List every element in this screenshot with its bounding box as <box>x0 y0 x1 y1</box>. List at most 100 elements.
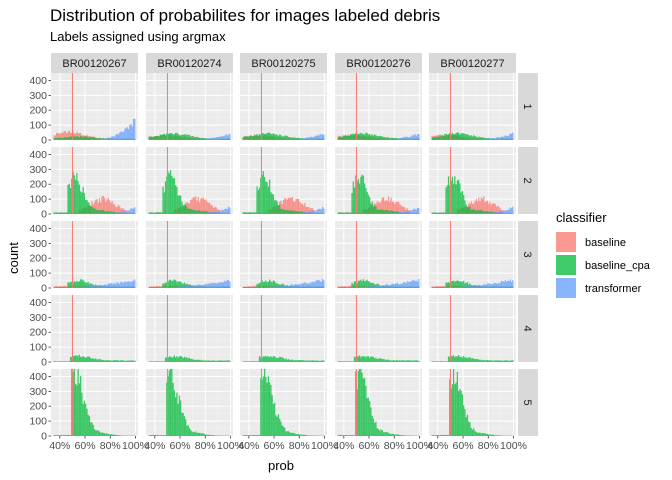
histogram-bar <box>97 430 99 436</box>
histogram-bar <box>360 139 362 140</box>
histogram-bar <box>56 287 58 288</box>
histogram-bar <box>157 434 159 436</box>
histogram-bar <box>59 361 62 362</box>
histogram-bar <box>372 361 375 362</box>
histogram-bar <box>201 360 203 362</box>
histogram-bar <box>284 198 286 214</box>
histogram-bar <box>485 360 487 362</box>
histogram-bar <box>360 279 362 288</box>
histogram-bar <box>379 203 381 214</box>
histogram-bar <box>473 135 475 140</box>
histogram-bar <box>299 283 301 288</box>
histogram-bar <box>468 135 470 140</box>
histogram-bar <box>260 357 262 362</box>
histogram-bar <box>227 206 230 214</box>
histogram-bar <box>91 212 93 214</box>
histogram-bar <box>120 281 122 288</box>
histogram-bar <box>196 361 198 362</box>
histogram-bar <box>78 137 80 140</box>
histogram-bar <box>157 136 159 140</box>
histogram-bar <box>176 212 178 214</box>
histogram-bar <box>372 286 375 288</box>
histogram-bar <box>88 213 91 214</box>
histogram-bar <box>106 361 108 362</box>
histogram-bar <box>505 210 508 214</box>
y-tick-label: 200 <box>29 179 47 191</box>
histogram-bar <box>127 281 130 288</box>
histogram-bar <box>471 209 474 214</box>
histogram-bar <box>190 136 192 140</box>
histogram-bar <box>296 434 298 436</box>
histogram-bar <box>386 139 388 140</box>
panel-background <box>51 369 138 436</box>
histogram-bar <box>255 135 257 140</box>
histogram-bar <box>168 287 170 288</box>
histogram-bar <box>488 360 490 362</box>
histogram-bar <box>121 360 123 362</box>
histogram-bar <box>357 179 359 214</box>
histogram-bar <box>81 212 83 214</box>
histogram-bar <box>82 403 84 436</box>
histogram-bar <box>85 139 87 140</box>
histogram-bar <box>304 360 306 362</box>
histogram-bar <box>266 287 268 288</box>
histogram-bar <box>290 359 292 362</box>
histogram-bar <box>119 283 121 288</box>
histogram-bar <box>309 361 311 362</box>
histogram-bar <box>212 212 215 214</box>
histogram-bar <box>460 213 462 214</box>
histogram-bar <box>490 283 493 288</box>
histogram-bar <box>197 197 199 214</box>
histogram-bar <box>215 206 217 214</box>
histogram-bar <box>225 360 227 362</box>
histogram-bar <box>198 139 201 140</box>
histogram-bar <box>394 284 396 288</box>
histogram-bar <box>209 212 211 214</box>
histogram-bar <box>88 361 91 362</box>
histogram-bar <box>376 201 378 214</box>
histogram-bar <box>447 176 450 214</box>
histogram-bar <box>476 361 479 362</box>
histogram-bar <box>198 432 201 436</box>
histogram-bar <box>187 213 189 214</box>
histogram-bar <box>431 137 433 140</box>
histogram-bar <box>72 131 74 140</box>
histogram-bar <box>468 212 470 214</box>
histogram-bar <box>371 356 373 362</box>
histogram-bar <box>304 203 306 214</box>
histogram-bar <box>488 283 490 288</box>
histogram-bar <box>173 390 175 436</box>
histogram-bar <box>375 213 377 214</box>
histogram-bar <box>92 213 94 214</box>
histogram-bar <box>130 361 132 362</box>
histogram-bar <box>216 212 218 214</box>
histogram-bar <box>193 432 196 436</box>
histogram-bar <box>367 134 370 140</box>
histogram-bar <box>362 175 364 214</box>
histogram-bar <box>510 361 513 362</box>
histogram-bar <box>98 198 101 214</box>
histogram-bar <box>161 213 163 214</box>
histogram-bar <box>279 418 281 436</box>
histogram-bar <box>505 281 508 288</box>
histogram-bar <box>227 361 230 362</box>
histogram-bar <box>261 361 263 362</box>
histogram-bar <box>360 213 362 214</box>
histogram-bar <box>459 213 461 214</box>
histogram-bar <box>374 213 376 214</box>
histogram-bar <box>90 205 92 214</box>
histogram-bar <box>411 280 414 288</box>
histogram-bar <box>469 213 471 214</box>
histogram-bar <box>452 287 455 288</box>
histogram-bar <box>256 186 258 214</box>
histogram-bar <box>507 280 509 288</box>
histogram-bar <box>441 287 443 288</box>
histogram-bar <box>210 361 212 362</box>
histogram-bar <box>487 138 489 140</box>
histogram-bar <box>195 196 197 214</box>
histogram-bar <box>88 137 91 140</box>
histogram-bar <box>190 200 192 214</box>
histogram-bar <box>445 133 447 140</box>
histogram-bar <box>364 286 366 288</box>
histogram-bar <box>494 138 496 140</box>
